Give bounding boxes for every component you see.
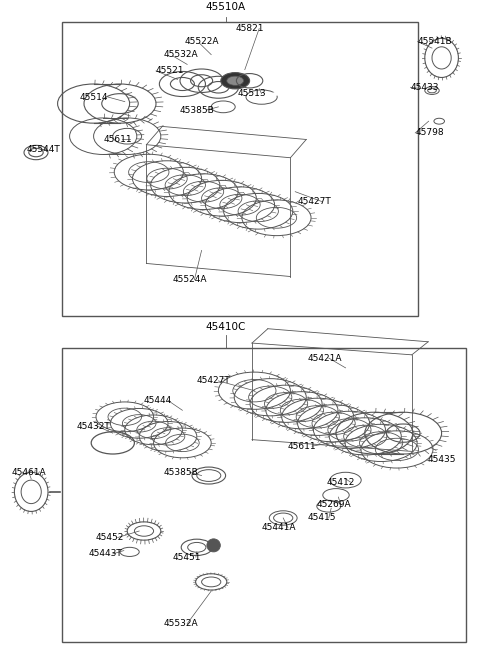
Text: 45522A: 45522A [185, 37, 219, 46]
Text: 45521: 45521 [156, 66, 184, 75]
Text: 45532A: 45532A [163, 50, 198, 59]
Text: 45544T: 45544T [26, 145, 60, 154]
Text: 45611: 45611 [103, 135, 132, 144]
Text: 45432T: 45432T [77, 422, 110, 431]
Ellipse shape [227, 76, 244, 85]
Text: 45541B: 45541B [418, 37, 452, 46]
Text: 45510A: 45510A [205, 2, 246, 12]
Text: 45452: 45452 [96, 533, 124, 542]
Text: 45451: 45451 [173, 553, 201, 561]
Bar [62, 348, 466, 642]
Text: 45513: 45513 [238, 89, 266, 98]
Text: 45427T: 45427T [298, 197, 331, 206]
Text: 45524A: 45524A [173, 275, 207, 284]
Text: 45385B: 45385B [180, 105, 215, 115]
Ellipse shape [207, 539, 220, 552]
Bar [62, 22, 418, 316]
Text: 45421A: 45421A [307, 354, 342, 363]
Text: 45441A: 45441A [262, 523, 296, 533]
Text: 45532A: 45532A [163, 619, 198, 628]
Text: 45385B: 45385B [163, 468, 198, 477]
Text: 45821: 45821 [235, 24, 264, 33]
Text: 45433: 45433 [410, 83, 439, 92]
Text: 45412: 45412 [326, 477, 355, 487]
Ellipse shape [221, 73, 250, 89]
Text: 45798: 45798 [415, 128, 444, 138]
Text: 45443T: 45443T [89, 550, 122, 558]
Text: 45415: 45415 [307, 514, 336, 523]
Text: 45269A: 45269A [317, 500, 351, 510]
Text: 45435: 45435 [427, 455, 456, 464]
Text: 45427T: 45427T [197, 377, 230, 385]
Text: 45461A: 45461A [12, 468, 47, 477]
Text: 45410C: 45410C [205, 322, 246, 332]
Text: 45611: 45611 [288, 441, 317, 451]
Text: 45514: 45514 [79, 92, 108, 102]
Text: 45444: 45444 [144, 396, 172, 405]
